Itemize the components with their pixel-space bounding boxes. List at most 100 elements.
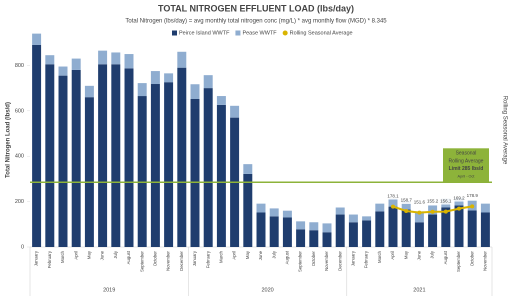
bar-segment [309,230,319,247]
bar-segment [375,203,385,212]
legend-label: Rolling Seasonal Average [290,30,353,36]
x-tick-label: October [153,250,158,266]
bar-segment [45,64,55,247]
chart-subtitle: Total Nitrogen (lbs/day) = avg monthly t… [125,19,387,25]
bar-segment [32,33,42,45]
x-tick-label: September [456,250,461,272]
bar-segment [401,200,411,210]
bar-segment [98,64,108,247]
data-label: 156.1 [440,198,452,203]
x-tick-label: November [483,250,488,270]
annotation-text: Seasonal [456,151,477,157]
bar-segment [150,71,160,85]
year-label: 2019 [103,287,115,293]
y-tick-label: 600 [15,108,24,114]
legend-swatch [235,30,241,36]
bar-segment [335,214,345,247]
bar-segment [58,66,68,76]
bar-segment [309,222,319,231]
annotation-text: Rolling Average [449,158,484,164]
x-tick-label: April [390,251,395,260]
bar-segment [203,75,213,89]
x-tick-label: May [403,250,408,259]
legend-swatch [282,30,288,36]
y-axis-label: Total Nitrogen Load (lbs/d) [6,102,12,178]
bar-segment [203,88,213,247]
bar-segment [98,50,108,65]
bar-segment [137,96,147,247]
bar-segment [150,84,160,247]
x-tick-label: December [179,250,184,270]
y-tick-label: 200 [15,199,24,205]
data-label-bg [452,194,466,202]
x-tick-label: September [139,250,144,272]
bar-segment [454,205,464,247]
y-tick-label: 800 [15,63,24,69]
bar-segment [269,208,279,217]
bar-segment [177,51,187,68]
x-tick-label: April [232,251,237,260]
bar-segment [164,73,174,83]
bar-segment [414,222,424,247]
legend-label: Peirce Island WWTF [179,30,230,36]
bar-segment [362,216,372,221]
line-point [470,204,475,209]
bar-segment [190,84,200,99]
x-tick-label: June [100,250,105,260]
annotation-box [443,148,489,183]
bar-segment [177,67,187,247]
bar-segment [137,83,147,97]
x-tick-label: October [311,250,316,266]
line-point [391,204,395,209]
x-tick-label: August [443,250,448,264]
x-tick-label: March [219,250,224,263]
y-tick-label: 400 [15,154,24,160]
line-point [404,208,409,213]
data-label-bg [465,192,480,200]
bar-segment [467,210,477,247]
y2-axis-label: Rolling Seasonal Average [501,96,507,165]
x-tick-label: February [205,250,210,268]
bar-segment [388,198,398,207]
data-label: 169.2 [453,195,465,200]
data-label: 178.9 [467,193,479,198]
data-label-bg [425,197,440,205]
x-tick-label: November [166,250,171,270]
bar-segment [45,55,55,65]
bar-segment [230,105,240,118]
bar-segment [32,44,42,247]
data-label: 178.1 [387,193,399,198]
data-label: 155.2 [427,198,439,203]
x-tick-label: September [298,250,303,272]
data-label-bg [386,192,400,200]
chart-title: TOTAL NITROGEN EFFLUENT LOAD (lbs/day) [158,3,354,13]
x-tick-label: January [351,250,356,266]
bar-segment [84,85,94,98]
bar-segment [111,52,121,65]
bar-segment [428,214,438,247]
x-tick-label: July [271,250,276,258]
bar-segment [296,221,306,230]
bar-segment [124,54,134,69]
x-tick-label: July [430,250,435,258]
legend-swatch [172,30,177,36]
bar-segment [71,69,81,247]
legend-label: Pease WWTF [242,30,277,36]
bar-segment [164,82,174,247]
bar-segment [375,211,385,247]
bar-segment [111,64,121,247]
x-tick-label: October [469,250,474,266]
bar-segment [322,232,332,247]
bar-segment [454,197,464,206]
year-label: 2021 [413,287,425,293]
x-tick-label: February [364,250,369,268]
data-label-bg [438,197,453,205]
bar-segment [58,75,68,248]
x-tick-label: July [113,250,118,258]
bar-segment [322,223,332,233]
data-label-bg [412,198,427,206]
bar-segment [348,214,358,223]
bar-segment [256,203,266,213]
bar-segment [71,58,81,70]
